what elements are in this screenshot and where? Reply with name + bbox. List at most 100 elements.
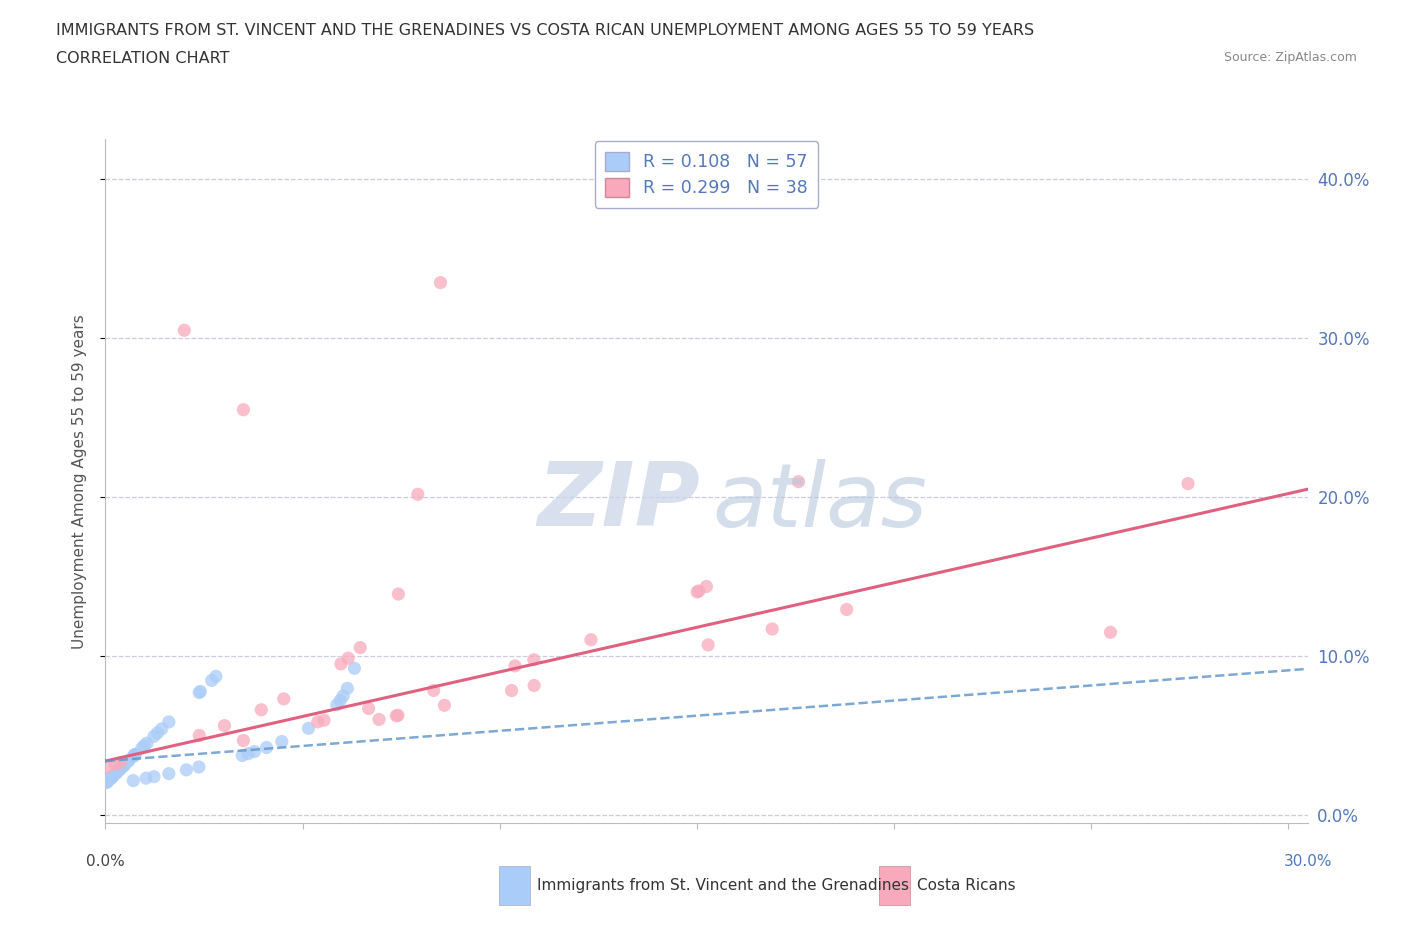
Point — [579, 632, 602, 647]
Point — [190, 684, 212, 698]
Text: Immigrants from St. Vincent and the Grenadines: Immigrants from St. Vincent and the Gren… — [537, 878, 910, 894]
Point — [112, 759, 135, 774]
Point — [101, 768, 124, 783]
Point — [336, 681, 359, 696]
Point — [332, 688, 354, 703]
Point — [101, 769, 124, 784]
Point — [422, 683, 444, 698]
FancyBboxPatch shape — [499, 867, 530, 905]
Point — [97, 773, 120, 788]
Point — [108, 762, 131, 777]
Point — [110, 762, 132, 777]
Point — [146, 725, 169, 740]
Point — [429, 275, 451, 290]
Point — [114, 757, 136, 772]
Point — [329, 693, 352, 708]
Legend: R = 0.108   N = 57, R = 0.299   N = 38: R = 0.108 N = 57, R = 0.299 N = 38 — [595, 141, 818, 207]
Point — [124, 748, 146, 763]
Point — [157, 714, 180, 729]
Point — [214, 718, 236, 733]
Point — [201, 673, 224, 688]
Point — [273, 691, 295, 706]
Point — [329, 657, 352, 671]
Point — [385, 709, 408, 724]
Point — [232, 403, 254, 418]
Point — [697, 637, 720, 652]
Text: 30.0%: 30.0% — [1284, 854, 1331, 869]
Point — [108, 755, 131, 770]
Point — [124, 748, 146, 763]
Point — [205, 669, 228, 684]
Point — [695, 579, 717, 594]
Point — [187, 760, 209, 775]
Text: IMMIGRANTS FROM ST. VINCENT AND THE GRENADINES VS COSTA RICAN UNEMPLOYMENT AMONG: IMMIGRANTS FROM ST. VINCENT AND THE GREN… — [56, 23, 1035, 38]
Point — [98, 771, 121, 786]
Point — [232, 733, 254, 748]
Point — [96, 774, 118, 789]
Point — [337, 651, 360, 666]
Point — [105, 764, 128, 779]
Point — [100, 771, 122, 786]
Point — [112, 758, 135, 773]
Text: Source: ZipAtlas.com: Source: ZipAtlas.com — [1223, 51, 1357, 64]
Point — [433, 698, 456, 712]
Point — [1177, 476, 1199, 491]
Point — [387, 708, 409, 723]
Point — [387, 587, 409, 602]
Point — [150, 722, 173, 737]
Point — [307, 714, 329, 729]
Point — [143, 769, 166, 784]
Point — [104, 757, 127, 772]
Point — [297, 721, 319, 736]
Point — [501, 683, 523, 698]
Point — [835, 602, 858, 617]
Point — [188, 685, 211, 700]
Point — [136, 736, 159, 751]
Point — [231, 748, 253, 763]
Point — [326, 698, 349, 712]
Point — [406, 487, 429, 502]
Text: CORRELATION CHART: CORRELATION CHART — [56, 51, 229, 66]
Point — [96, 775, 118, 790]
Point — [122, 749, 145, 764]
Text: 0.0%: 0.0% — [86, 854, 125, 869]
Point — [134, 738, 156, 753]
Point — [787, 474, 810, 489]
Point — [131, 740, 153, 755]
Point — [101, 770, 124, 785]
Point — [343, 661, 366, 676]
Point — [135, 771, 157, 786]
Point — [312, 712, 335, 727]
Point — [173, 323, 195, 338]
Point — [105, 765, 128, 780]
Point — [117, 754, 139, 769]
Point — [523, 678, 546, 693]
Point — [97, 774, 120, 789]
Point — [105, 765, 128, 780]
Point — [250, 702, 273, 717]
Point — [97, 759, 120, 774]
Point — [349, 640, 371, 655]
Text: Costa Ricans: Costa Ricans — [917, 878, 1015, 894]
Point — [100, 771, 122, 786]
Point — [503, 658, 526, 673]
Point — [176, 763, 198, 777]
Point — [236, 746, 259, 761]
Point — [101, 770, 124, 785]
Point — [157, 766, 180, 781]
Point — [270, 734, 292, 749]
Point — [105, 764, 128, 779]
Point — [142, 729, 165, 744]
Point — [357, 701, 380, 716]
Point — [122, 748, 145, 763]
Point — [122, 773, 145, 788]
Point — [100, 770, 122, 785]
Point — [188, 728, 211, 743]
Point — [761, 621, 783, 636]
Point — [686, 584, 709, 599]
Point — [688, 583, 710, 598]
Point — [1099, 625, 1122, 640]
Point — [118, 753, 141, 768]
Point — [523, 652, 546, 667]
Y-axis label: Unemployment Among Ages 55 to 59 years: Unemployment Among Ages 55 to 59 years — [72, 314, 87, 648]
